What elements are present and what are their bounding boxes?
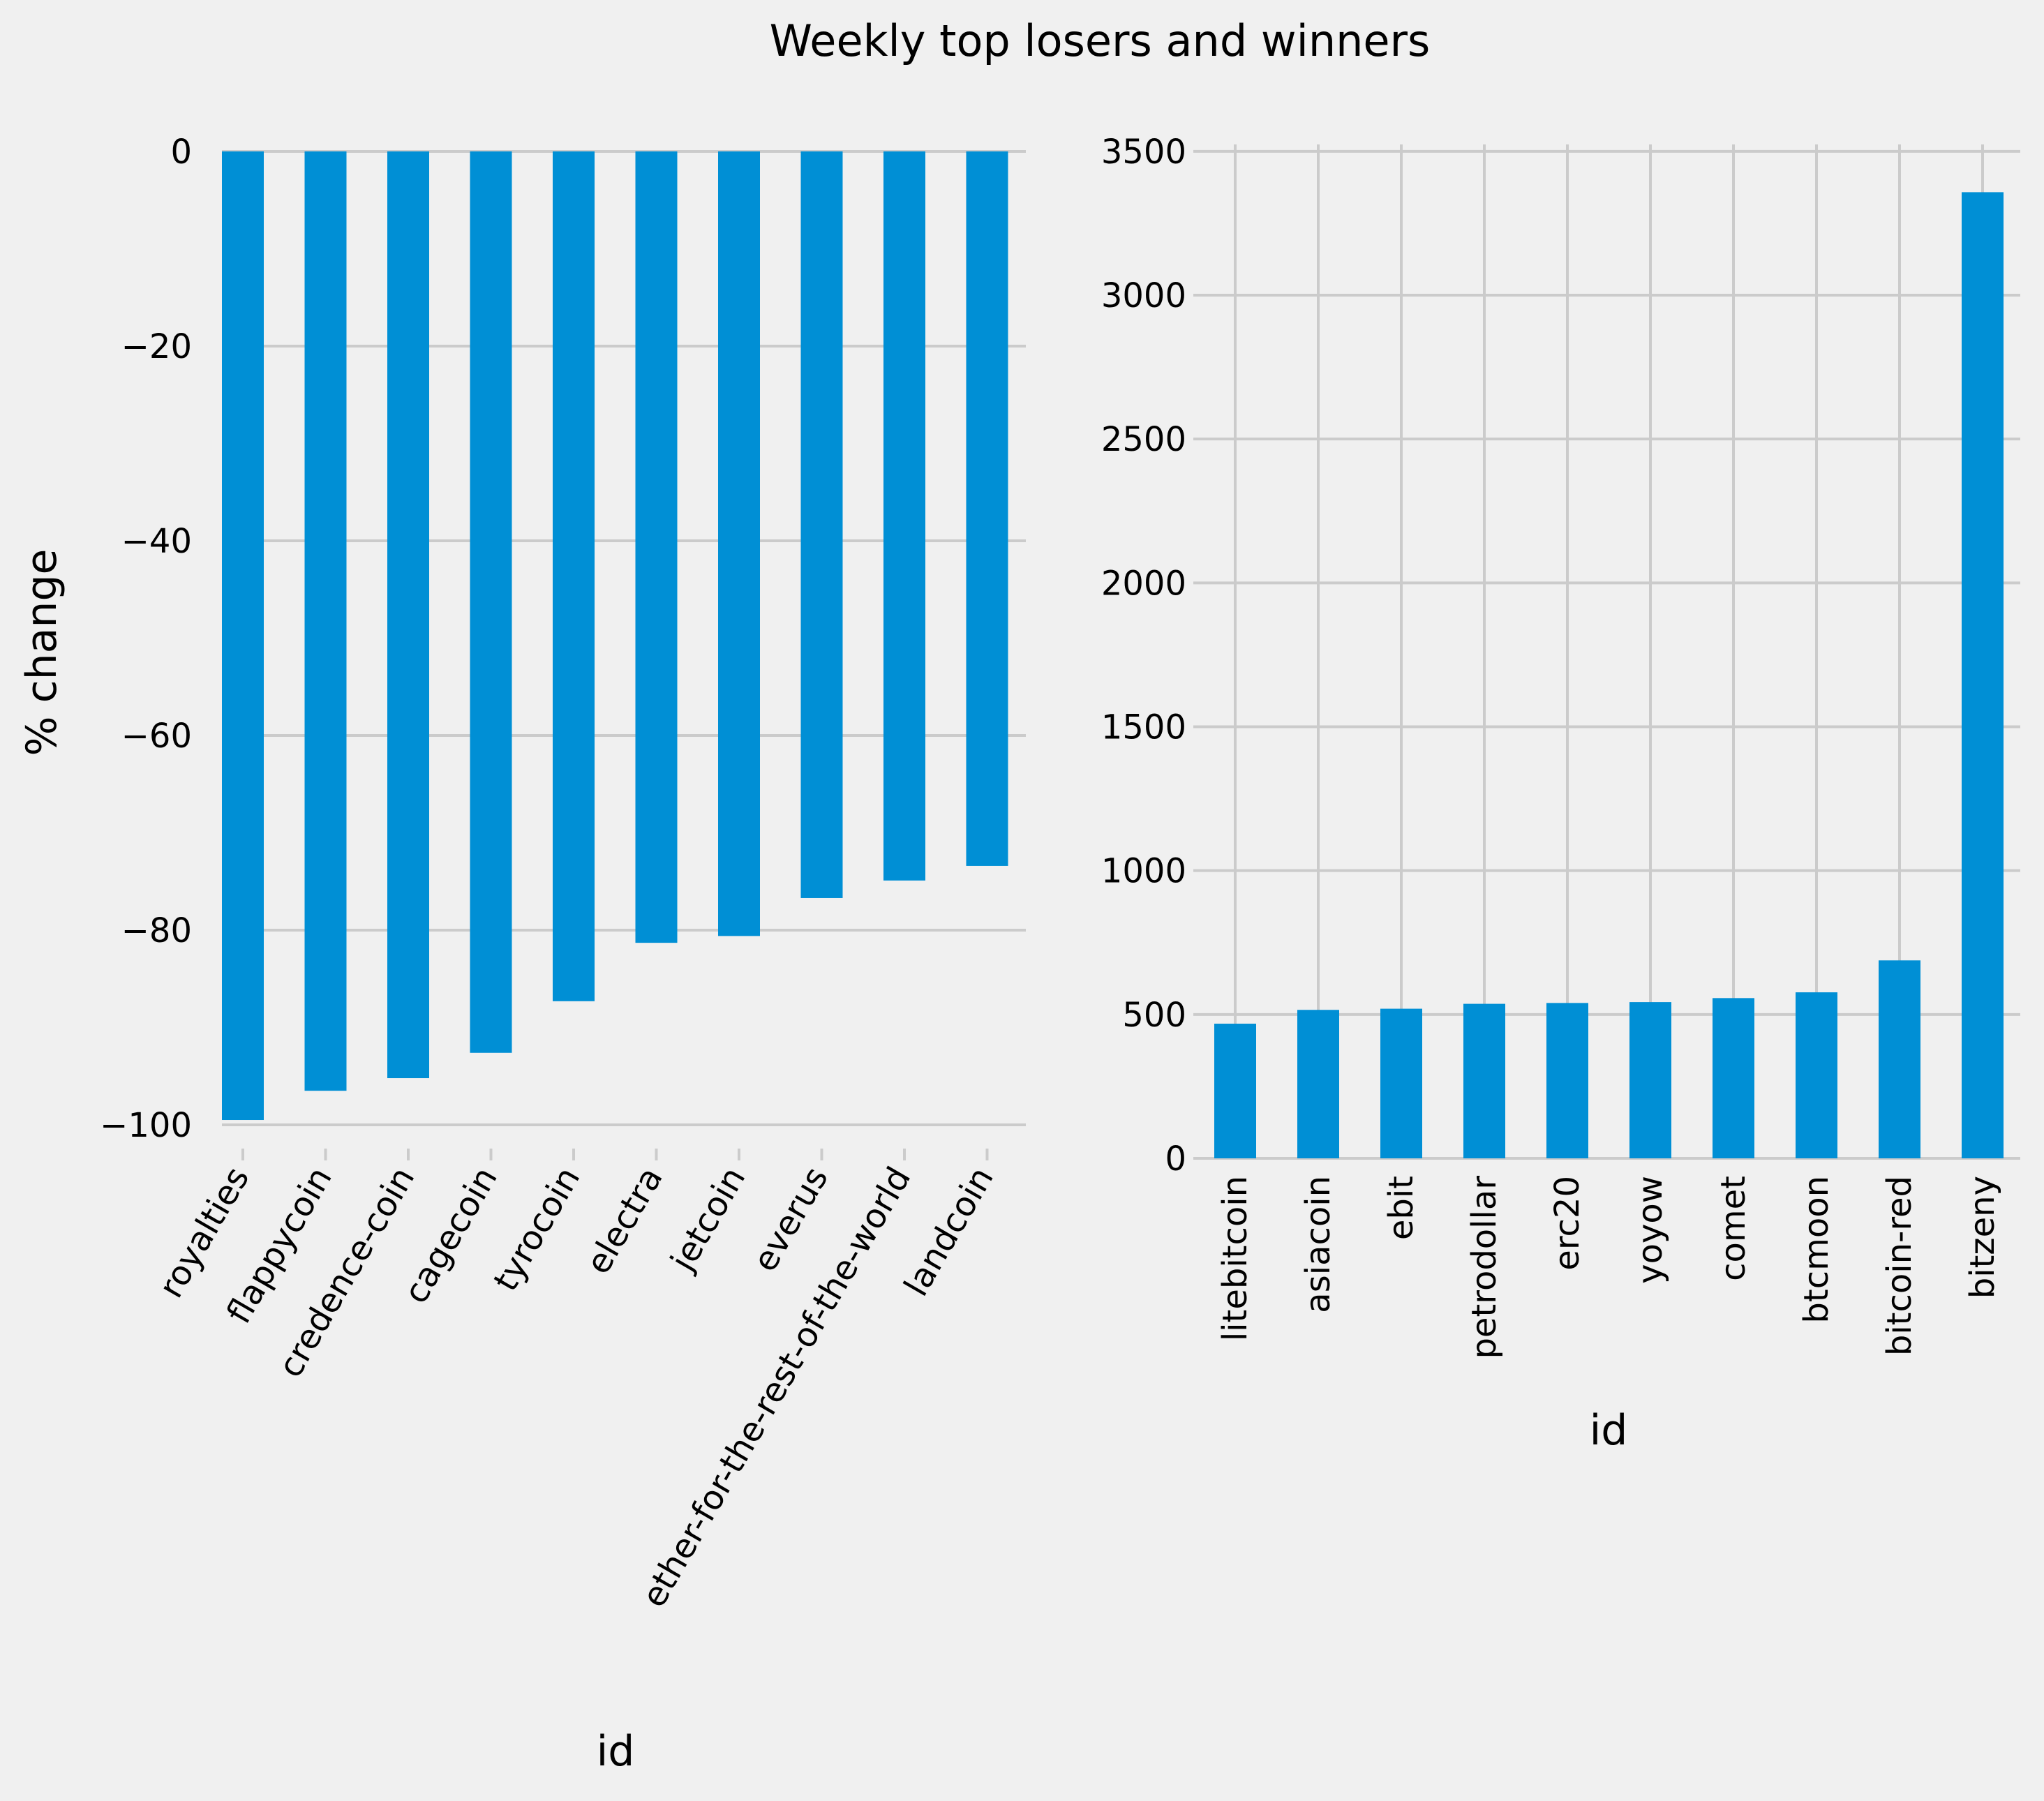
winners-x-tick-label: asiacoin (1299, 1176, 1338, 1313)
winners-x-tick-label: ebit (1382, 1176, 1421, 1240)
losers-y-tick-label: −100 (100, 1106, 192, 1145)
winners-y-tick-label: 500 (1122, 996, 1186, 1035)
winners-bar-bitcoin-red (1879, 960, 1920, 1158)
winners-bar-litebitcoin (1214, 1024, 1256, 1158)
losers-bar-jetcoin (718, 151, 760, 936)
winners-chart: id 0 500 1000 1500 2000 2500 3000 3500 litebitco… (1101, 133, 2020, 1455)
losers-x-axis-label: id (597, 1727, 635, 1776)
winners-y-tick-label: 2000 (1101, 564, 1186, 603)
figure-title: Weekly top losers and winners (770, 15, 1431, 66)
winners-bar-petrodollar (1463, 1003, 1505, 1158)
winners-bar-erc20 (1546, 1003, 1588, 1158)
winners-bar-btcmoon (1796, 992, 1837, 1158)
losers-y-axis-label: % change (17, 549, 66, 756)
losers-chart: % change id 0−20−40−60−80−100royaltiesfl… (17, 133, 1026, 1776)
losers-bar-ether-for-the-rest-of-the-world (883, 151, 925, 881)
winners-bar-comet (1713, 998, 1754, 1158)
losers-y-tick-label: −20 (121, 327, 192, 366)
winners-x-tick-label: bitcoin-red (1880, 1176, 1919, 1356)
winners-x-tick-label: btcmoon (1797, 1176, 1836, 1324)
losers-y-tick-label: −60 (121, 717, 192, 756)
winners-x-tick-label: bitzeny (1963, 1176, 2002, 1299)
winners-x-tick-label: comet (1714, 1176, 1753, 1281)
losers-bar-landcoin (966, 151, 1008, 866)
winners-bar-ebit (1380, 1008, 1422, 1158)
losers-y-tick-label: 0 (170, 133, 192, 172)
losers-y-tick-label: −80 (121, 911, 192, 950)
winners-x-tick-label: litebitcoin (1216, 1176, 1255, 1341)
losers-y-tick-label: −40 (121, 522, 192, 561)
losers-bar-electra (635, 151, 678, 943)
losers-bar-everus (800, 151, 843, 898)
winners-x-tick-label: petrodollar (1465, 1176, 1504, 1359)
losers-bar-credence-coin (387, 151, 429, 1079)
winners-y-tick-label: 2500 (1101, 420, 1186, 459)
losers-bar-flappycoin (304, 151, 347, 1091)
winners-y-tick-label: 0 (1165, 1139, 1186, 1179)
winners-y-tick-label: 1000 (1101, 852, 1186, 891)
losers-bar-tyrocoin (553, 151, 595, 1001)
winners-x-tick-label: yoyow (1631, 1176, 1670, 1284)
winners-y-tick-label: 3500 (1101, 133, 1186, 172)
losers-bar-cagecoin (470, 151, 512, 1053)
losers-bar-royalties (222, 151, 264, 1121)
winners-bar-asiacoin (1297, 1010, 1339, 1158)
winners-y-tick-label: 1500 (1101, 708, 1186, 747)
winners-x-axis-label: id (1590, 1406, 1628, 1455)
winners-y-tick-label: 3000 (1101, 276, 1186, 315)
winners-x-tick-label: erc20 (1548, 1176, 1587, 1271)
winners-bar-yoyow (1629, 1002, 1671, 1158)
winners-bar-bitzeny (1962, 192, 2004, 1158)
